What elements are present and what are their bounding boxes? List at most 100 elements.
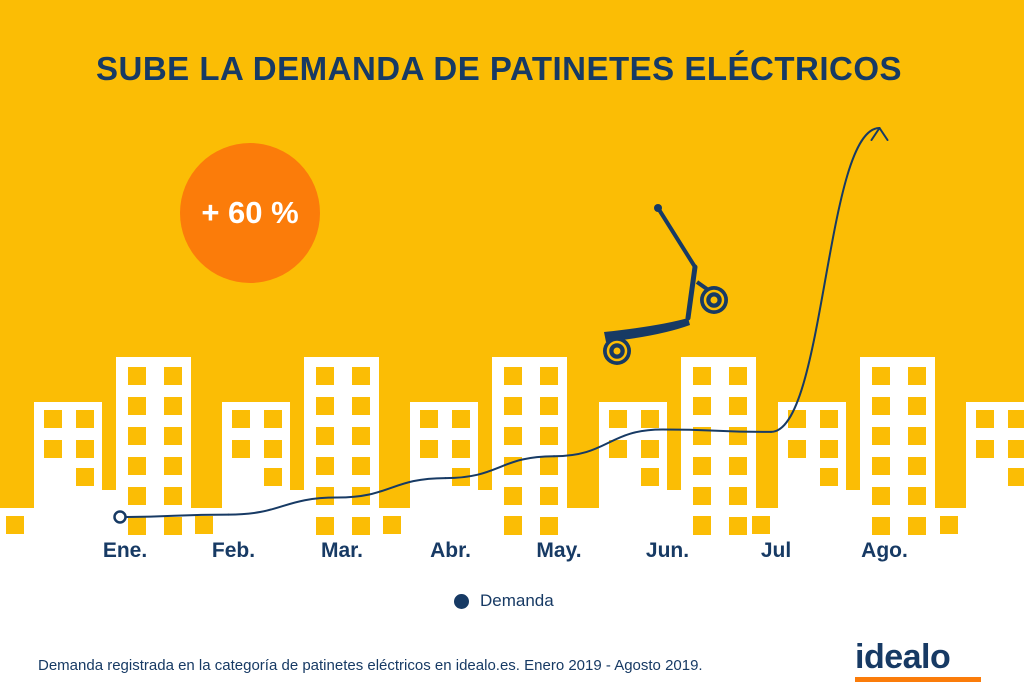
- building: [492, 357, 567, 538]
- building-window: [164, 487, 182, 505]
- building-window: [316, 367, 334, 385]
- building-window: [908, 427, 926, 445]
- logo-wordmark: idealo: [855, 638, 951, 676]
- building-window: [1008, 468, 1024, 486]
- x-tick-label: Jul: [761, 539, 791, 562]
- scooter-wheel-ring: [703, 289, 725, 311]
- building-window: [540, 517, 558, 535]
- building-window: [872, 457, 890, 475]
- building: [116, 357, 191, 538]
- building-window: [352, 397, 370, 415]
- building-window: [976, 440, 994, 458]
- building-window: [164, 397, 182, 415]
- building-window: [908, 487, 926, 505]
- data-point: [113, 510, 127, 524]
- building-window: [128, 397, 146, 415]
- building-window: [540, 397, 558, 415]
- building: [477, 490, 495, 538]
- building-window: [609, 410, 627, 428]
- building-window: [693, 457, 711, 475]
- building-window: [6, 516, 24, 534]
- scooter-wheel-ring: [606, 340, 628, 362]
- building-window: [540, 367, 558, 385]
- data-point: [770, 430, 772, 433]
- building-window: [164, 457, 182, 475]
- building-window: [872, 397, 890, 415]
- building-window: [383, 516, 401, 534]
- building-window: [641, 468, 659, 486]
- building-window: [693, 367, 711, 385]
- building-window: [452, 410, 470, 428]
- building-window: [128, 427, 146, 445]
- building-window: [164, 367, 182, 385]
- scooter-stem: [685, 264, 698, 321]
- building-window: [420, 410, 438, 428]
- building-window: [195, 516, 213, 534]
- building-window: [232, 440, 250, 458]
- growth-badge: + 60 %: [180, 143, 320, 283]
- data-point: [336, 496, 338, 499]
- building-window: [164, 517, 182, 535]
- building-window: [316, 487, 334, 505]
- building: [304, 357, 379, 538]
- building-window: [820, 440, 838, 458]
- data-point: [553, 455, 555, 458]
- x-tick-label: Ago.: [861, 539, 908, 562]
- building-window: [908, 457, 926, 475]
- building-window: [540, 487, 558, 505]
- building-window: [908, 367, 926, 385]
- building-window: [872, 367, 890, 385]
- x-tick-label: Abr.: [430, 539, 471, 562]
- building: [860, 357, 935, 538]
- building-window: [76, 468, 94, 486]
- building-window: [44, 440, 62, 458]
- building-window: [128, 457, 146, 475]
- scooter-grip: [654, 204, 662, 212]
- building-window: [264, 440, 282, 458]
- building-window: [729, 397, 747, 415]
- data-point: [227, 513, 230, 516]
- building-window: [540, 457, 558, 475]
- building-window: [264, 410, 282, 428]
- building-window: [44, 410, 62, 428]
- building-window: [352, 517, 370, 535]
- scooter-deck: [604, 318, 690, 342]
- scooter-wheel-hub: [710, 296, 718, 304]
- building-window: [1008, 440, 1024, 458]
- legend-marker: [454, 593, 469, 609]
- x-tick-label: Jun.: [646, 539, 689, 562]
- building-window: [820, 468, 838, 486]
- trend-arrowhead: [870, 127, 889, 141]
- building-window: [908, 517, 926, 535]
- brand-logo: idealo: [855, 638, 981, 682]
- city-skyline: [0, 357, 1024, 538]
- scooter-wheel-hub: [613, 347, 621, 355]
- building: [101, 490, 119, 538]
- building-window: [940, 516, 958, 534]
- chart-title: SUBE LA DEMANDA DE PATINETES ELÉCTRICOS: [96, 50, 903, 87]
- building-window: [164, 427, 182, 445]
- building-window: [504, 487, 522, 505]
- building-window: [752, 516, 770, 534]
- building-window: [872, 487, 890, 505]
- building-window: [729, 457, 747, 475]
- building-window: [316, 517, 334, 535]
- building-window: [641, 440, 659, 458]
- building-window: [729, 427, 747, 445]
- building-window: [504, 427, 522, 445]
- source-footnote: Demanda registrada en la categoría de pa…: [38, 657, 703, 674]
- building-window: [316, 457, 334, 475]
- building-window: [788, 410, 806, 428]
- x-tick-label: Feb.: [212, 539, 255, 562]
- building-window: [788, 440, 806, 458]
- building-window: [352, 457, 370, 475]
- building-window: [76, 410, 94, 428]
- building-window: [641, 410, 659, 428]
- building: [681, 357, 756, 538]
- scooter-handlebar: [656, 206, 697, 269]
- building-window: [128, 517, 146, 535]
- building-window: [504, 516, 522, 534]
- building-window: [352, 427, 370, 445]
- building-window: [729, 367, 747, 385]
- growth-badge-label: + 60 %: [201, 195, 299, 230]
